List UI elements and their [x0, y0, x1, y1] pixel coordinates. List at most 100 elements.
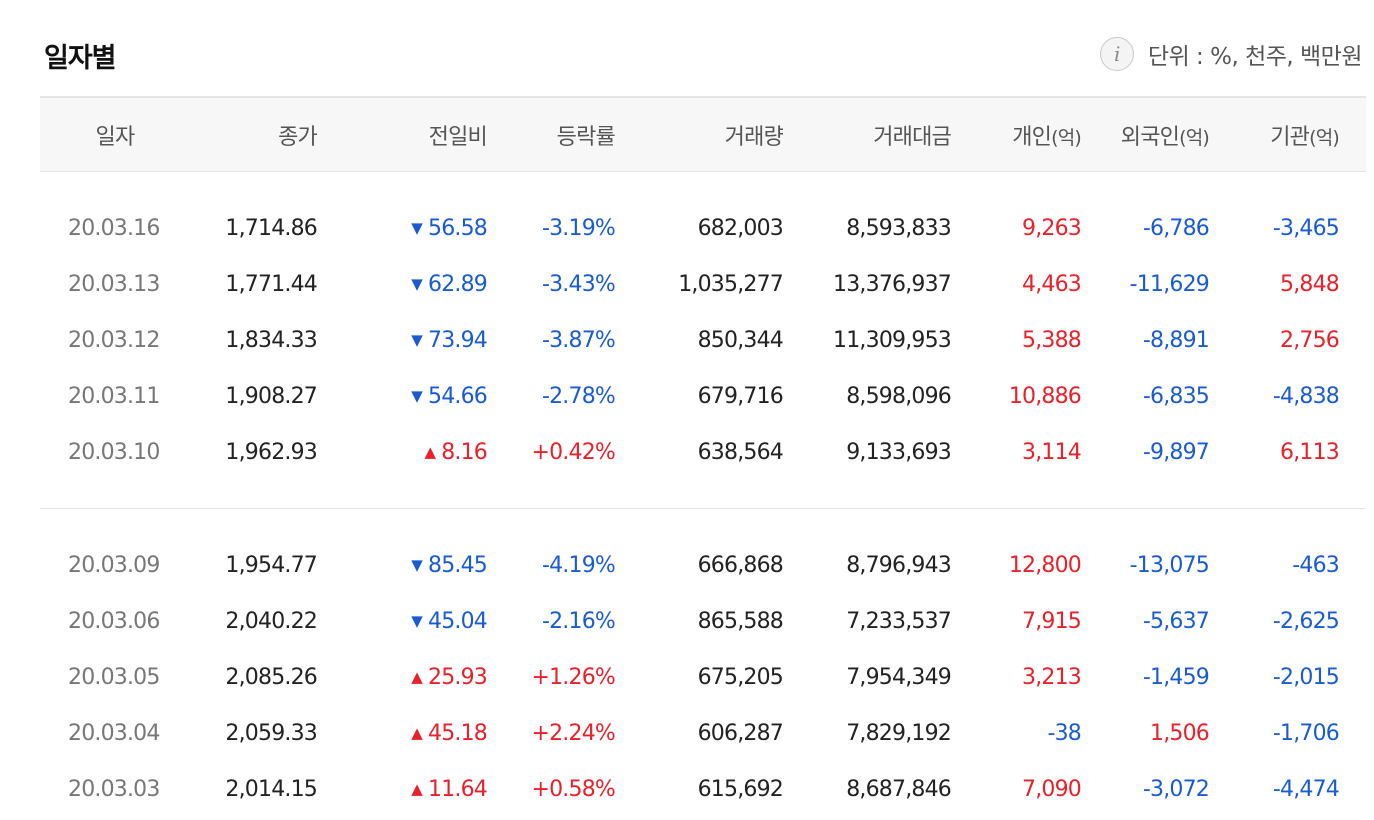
cell-institution: -1,706 [1272, 720, 1340, 746]
change-value: 45.04 [428, 608, 488, 634]
cell-individual: 7,915 [1022, 608, 1082, 634]
cell-individual: 12,800 [1008, 552, 1082, 578]
arrow-down-icon: ▼ [411, 611, 423, 630]
cell-individual: 7,090 [1022, 776, 1082, 802]
cell-volume: 682,003 [697, 215, 784, 241]
row-spacer [40, 172, 1366, 201]
table-row: 20.03.09 1,954.77 ▼ 85.45 -4.19% 666,868 8,796… [40, 537, 1366, 593]
cell-close: 1,834.33 [225, 327, 317, 353]
cell-date: 20.03.11 [68, 383, 160, 409]
arrow-down-icon: ▼ [411, 274, 423, 293]
cell-close: 1,714.86 [225, 215, 317, 241]
cell-rate: -3.43% [541, 271, 616, 297]
cell-institution: -463 [1292, 552, 1340, 578]
cell-change: ▼ 45.04 [323, 593, 491, 649]
cell-close: 1,908.27 [225, 383, 317, 409]
cell-institution: 2,756 [1280, 327, 1340, 353]
cell-foreign: -5,637 [1142, 608, 1210, 634]
change-value: 56.58 [428, 215, 488, 241]
unit-info: i 단위 : %, 천주, 백만원 [1099, 36, 1363, 72]
cell-amount: 8,796,943 [846, 552, 952, 578]
col-header-rate: 등락률 [491, 96, 619, 172]
cell-volume: 638,564 [697, 439, 784, 465]
cell-volume: 666,868 [697, 552, 784, 578]
cell-date: 20.03.10 [68, 439, 160, 465]
cell-rate: +1.26% [531, 664, 615, 690]
cell-date: 20.03.04 [68, 720, 160, 746]
cell-date: 20.03.12 [68, 327, 160, 353]
cell-change: ▼ 54.66 [323, 368, 491, 424]
col-header-institution: 기관(억) [1211, 96, 1366, 172]
cell-foreign: -6,786 [1142, 215, 1210, 241]
cell-date: 20.03.16 [68, 215, 160, 241]
arrow-down-icon: ▼ [411, 386, 423, 405]
cell-foreign: -13,075 [1129, 552, 1210, 578]
cell-institution: 5,848 [1280, 271, 1340, 297]
arrow-down-icon: ▼ [411, 218, 423, 237]
col-header-institution-label: 기관 [1270, 124, 1310, 150]
table-row: 20.03.10 1,962.93 ▲ 8.16 +0.42% 638,564 9,133,… [40, 424, 1366, 480]
arrow-up-icon: ▲ [411, 667, 423, 686]
unit-text: 단위 : %, 천주, 백만원 [1147, 44, 1363, 70]
cell-institution: -4,838 [1272, 383, 1340, 409]
table-row: 20.03.11 1,908.27 ▼ 54.66 -2.78% 679,716 8,598… [40, 368, 1366, 424]
cell-volume: 679,716 [697, 383, 784, 409]
cell-change: ▲ 8.16 [323, 424, 491, 480]
change-value: 11.64 [428, 776, 488, 802]
cell-amount: 7,829,192 [846, 720, 952, 746]
cell-individual: 5,388 [1022, 327, 1082, 353]
cell-date: 20.03.03 [68, 776, 160, 802]
cell-individual: 10,886 [1008, 383, 1082, 409]
cell-rate: -2.16% [541, 608, 616, 634]
cell-institution: -2,015 [1272, 664, 1340, 690]
cell-foreign: 1,506 [1150, 720, 1210, 746]
cell-amount: 9,133,693 [846, 439, 952, 465]
cell-rate: -2.78% [541, 383, 616, 409]
col-header-individual-unit: (억) [1051, 126, 1082, 149]
cell-amount: 8,687,846 [846, 776, 952, 802]
col-header-close: 종가 [190, 96, 323, 172]
col-header-individual-label: 개인 [1012, 124, 1052, 150]
table-row: 20.03.12 1,834.33 ▼ 73.94 -3.87% 850,344 11,30… [40, 312, 1366, 368]
cell-foreign: -3,072 [1142, 776, 1210, 802]
cell-change: ▼ 85.45 [323, 537, 491, 593]
cell-rate: +0.58% [531, 776, 615, 802]
table-header-row: 일자 종가 전일비 등락률 거래량 거래대금 개인(억) 외국인(억) 기관(억… [40, 96, 1366, 172]
arrow-up-icon: ▲ [411, 779, 423, 798]
col-header-change: 전일비 [323, 96, 491, 172]
arrow-down-icon: ▼ [411, 555, 423, 574]
change-value: 54.66 [428, 383, 488, 409]
cell-foreign: -8,891 [1142, 327, 1210, 353]
cell-change: ▼ 56.58 [323, 200, 491, 256]
cell-change: ▼ 62.89 [323, 256, 491, 312]
table-row: 20.03.13 1,771.44 ▼ 62.89 -3.43% 1,035,277 13,… [40, 256, 1366, 312]
cell-amount: 8,598,096 [846, 383, 952, 409]
cell-date: 20.03.05 [68, 664, 160, 690]
col-header-individual: 개인(억) [955, 96, 1083, 172]
change-value: 62.89 [428, 271, 488, 297]
cell-close: 1,771.44 [225, 271, 317, 297]
change-value: 45.18 [428, 720, 488, 746]
table-row: 20.03.04 2,059.33 ▲ 45.18 +2.24% 606,287 7,829… [40, 705, 1366, 761]
cell-institution: -3,465 [1272, 215, 1340, 241]
cell-rate: -4.19% [541, 552, 616, 578]
table-body: 20.03.16 1,714.86 ▼ 56.58 -3.19% 682,003 8,593… [40, 172, 1366, 818]
cell-volume: 850,344 [697, 327, 784, 353]
cell-foreign: -6,835 [1142, 383, 1210, 409]
col-header-amount: 거래대금 [787, 96, 955, 172]
col-header-institution-unit: (억) [1309, 126, 1340, 149]
arrow-up-icon: ▲ [424, 442, 436, 461]
info-icon[interactable]: i [1099, 37, 1134, 71]
cell-close: 1,954.77 [225, 552, 317, 578]
cell-change: ▲ 11.64 [323, 761, 491, 817]
cell-rate: +2.24% [531, 720, 615, 746]
arrow-down-icon: ▼ [411, 330, 423, 349]
cell-individual: -38 [1047, 720, 1081, 746]
cell-volume: 865,588 [697, 608, 784, 634]
cell-individual: 4,463 [1022, 271, 1082, 297]
cell-institution: -2,625 [1272, 608, 1340, 634]
col-header-foreign: 외국인(억) [1083, 96, 1211, 172]
cell-rate: -3.19% [541, 215, 616, 241]
cell-close: 2,040.22 [225, 608, 317, 634]
